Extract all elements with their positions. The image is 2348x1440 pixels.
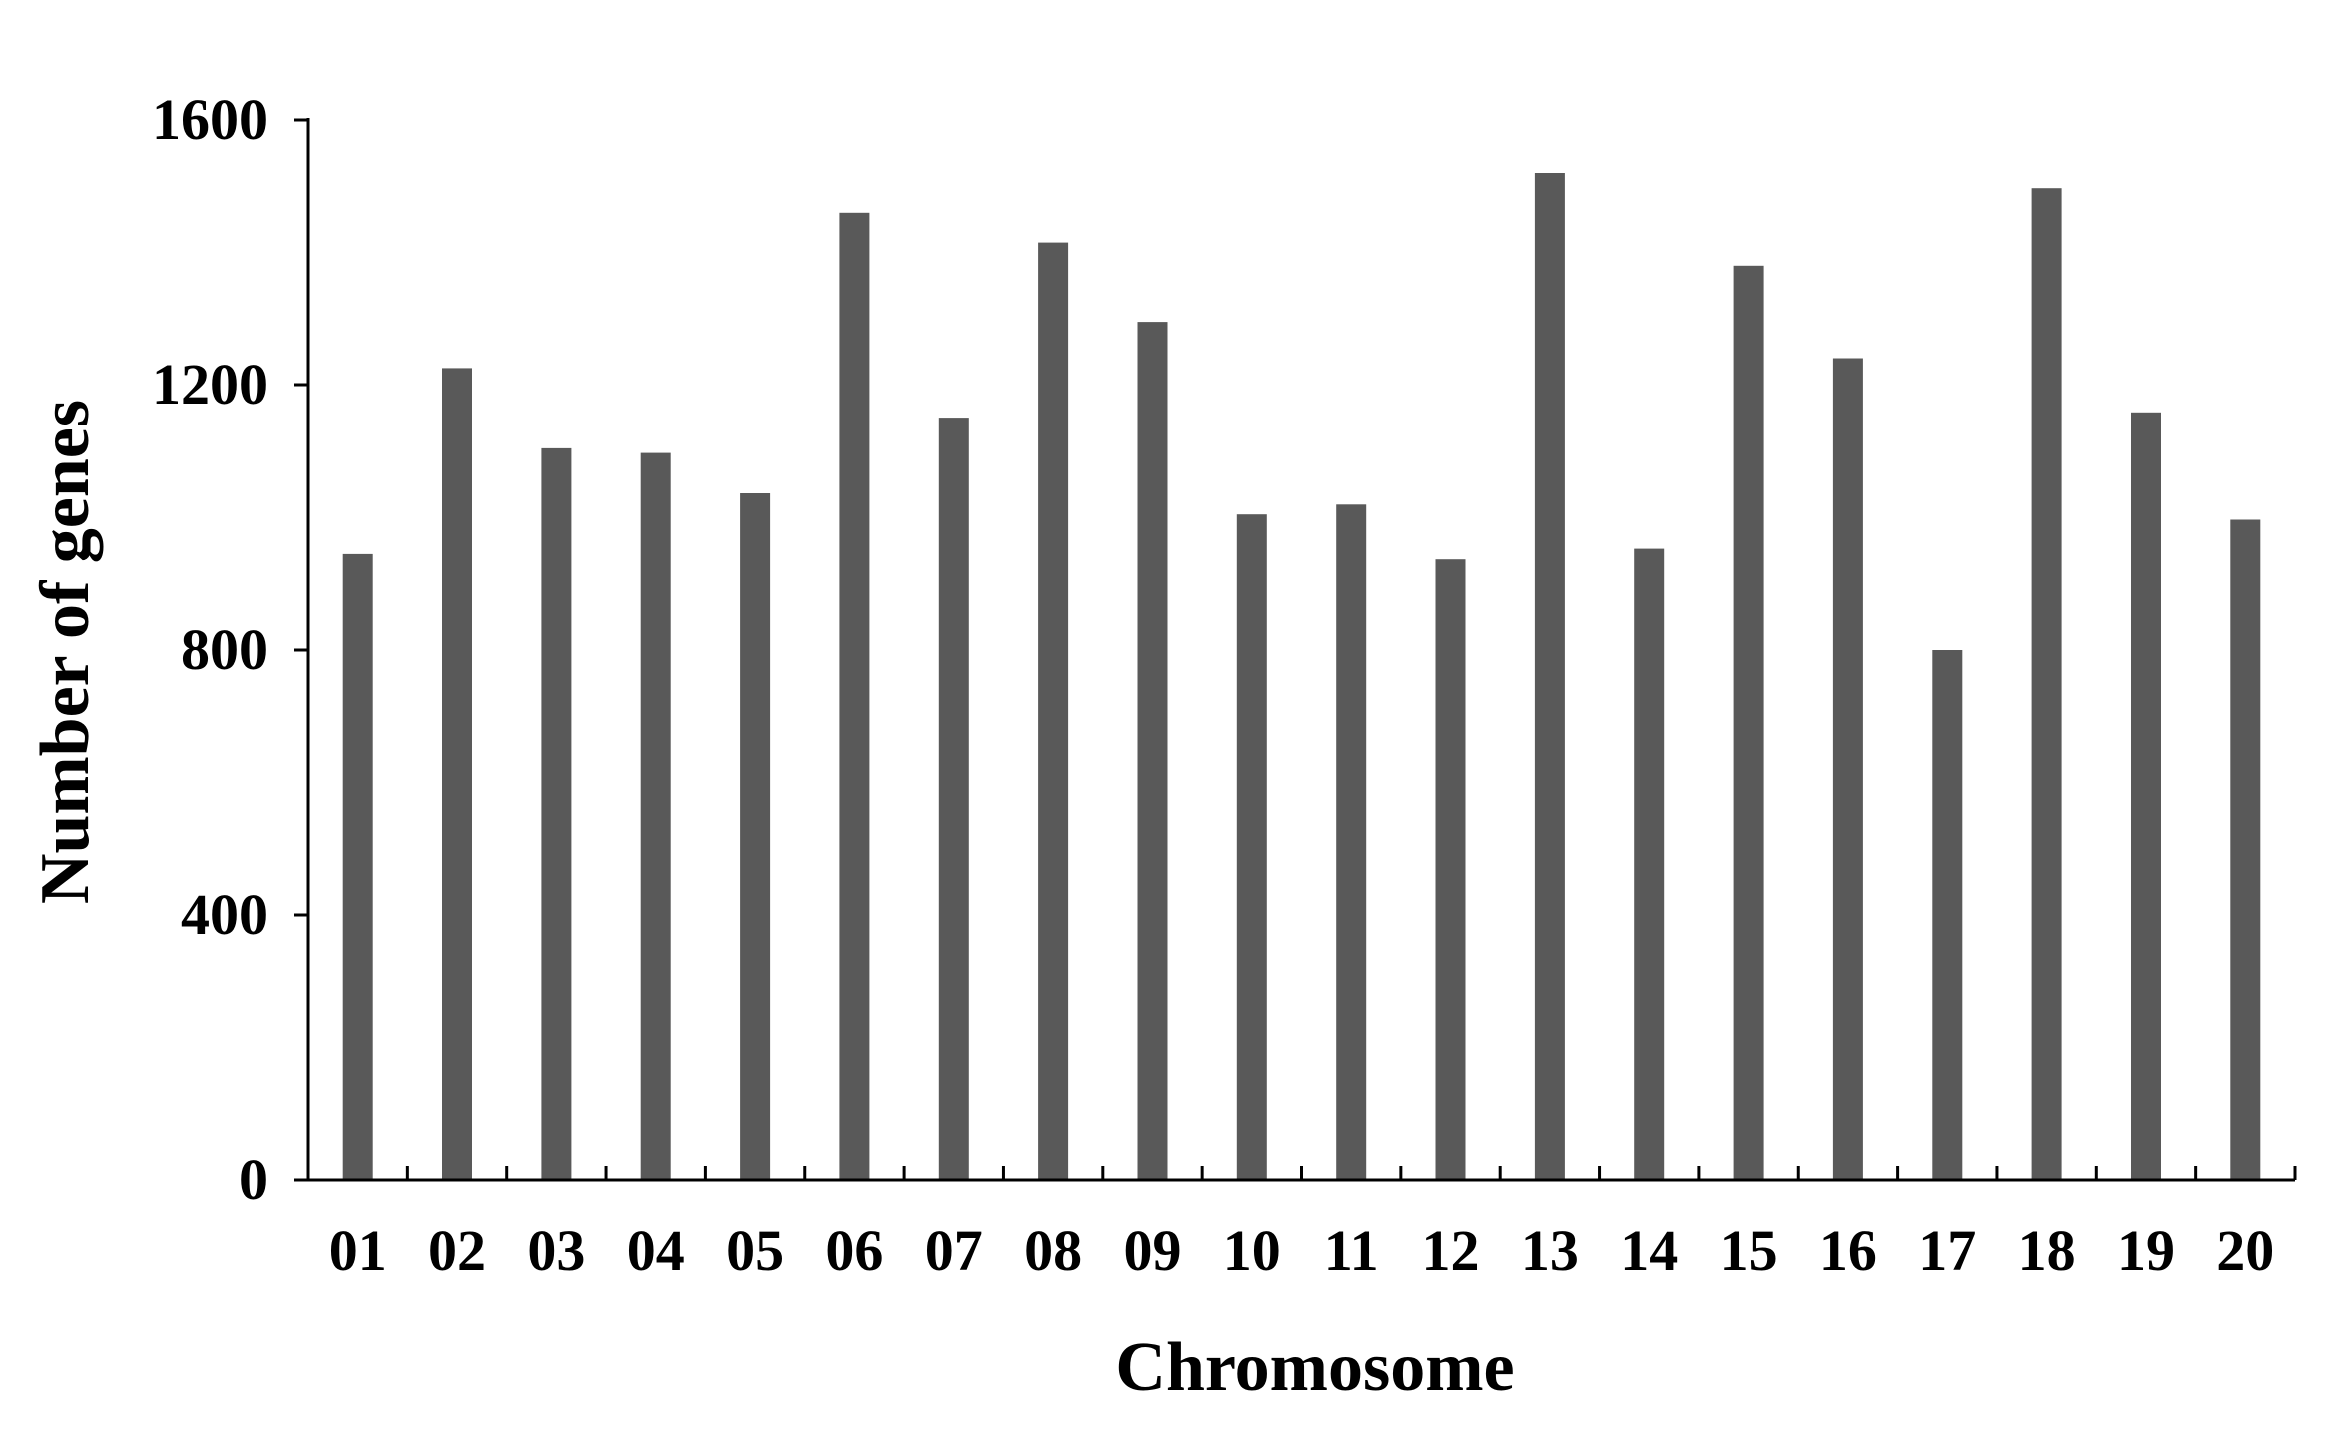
bar-01: [342, 553, 373, 1180]
y-tick-label: 800: [181, 617, 268, 682]
bar-13: [1534, 173, 1565, 1180]
bar-14: [1634, 548, 1665, 1180]
x-tick-label: 18: [2018, 1218, 2076, 1283]
bar-20: [2230, 519, 2261, 1180]
x-tick-label: 07: [925, 1218, 983, 1283]
x-tick-label: 16: [1819, 1218, 1877, 1283]
x-tick-label: 09: [1124, 1218, 1182, 1283]
bar-07: [938, 418, 969, 1181]
x-tick-label: 04: [627, 1218, 685, 1283]
x-tick-label: 01: [329, 1218, 387, 1283]
bar-02: [442, 368, 472, 1180]
bar-06: [839, 212, 870, 1181]
bar-11: [1336, 504, 1367, 1181]
y-tick-label: 1600: [152, 87, 268, 152]
axes-group: [294, 118, 2297, 1182]
x-tick-label: 20: [2216, 1218, 2274, 1283]
x-tick-label: 14: [1620, 1218, 1678, 1283]
x-tick-label: 13: [1521, 1218, 1579, 1283]
y-tick-labels: 0 400 800 1200 1600: [152, 87, 268, 1212]
bar-03: [541, 447, 572, 1180]
bar-05: [740, 493, 771, 1180]
x-tick-label: 11: [1324, 1218, 1379, 1283]
bar-10: [1236, 514, 1267, 1180]
x-tick-labels: 01 02 03 04 05 06 07 08 09 10 11 12 13 14 15 16 17 18 19 20: [329, 1218, 2275, 1283]
bars-group: [342, 173, 2261, 1181]
x-axis-title: Chromosome: [1115, 1329, 1514, 1406]
y-tick-label: 0: [239, 1147, 268, 1212]
x-tick-label: 02: [428, 1218, 486, 1283]
x-tick-label: 19: [2117, 1218, 2175, 1283]
x-tick-label: 10: [1223, 1218, 1281, 1283]
bar-08: [1038, 242, 1069, 1181]
y-axis-title: Number of genes: [27, 400, 104, 904]
x-tick-label: 08: [1024, 1218, 1082, 1283]
y-tick-label: 400: [181, 882, 268, 947]
x-tick-label: 05: [726, 1218, 784, 1283]
y-tick-label: 1200: [152, 352, 268, 417]
bar-15: [1733, 265, 1764, 1181]
bar-18: [2031, 188, 2062, 1180]
bar-17: [1932, 650, 1963, 1180]
x-tick-label: 06: [825, 1218, 883, 1283]
bar-04: [640, 452, 671, 1181]
bar-12: [1435, 559, 1466, 1180]
x-tick-label: 15: [1720, 1218, 1778, 1283]
bar-19: [2131, 412, 2161, 1180]
bar-16: [1832, 358, 1863, 1180]
bar-09: [1137, 322, 1168, 1181]
x-tick-label: 03: [527, 1218, 585, 1283]
x-tick-label: 12: [1422, 1218, 1480, 1283]
x-tick-label: 17: [1918, 1218, 1976, 1283]
